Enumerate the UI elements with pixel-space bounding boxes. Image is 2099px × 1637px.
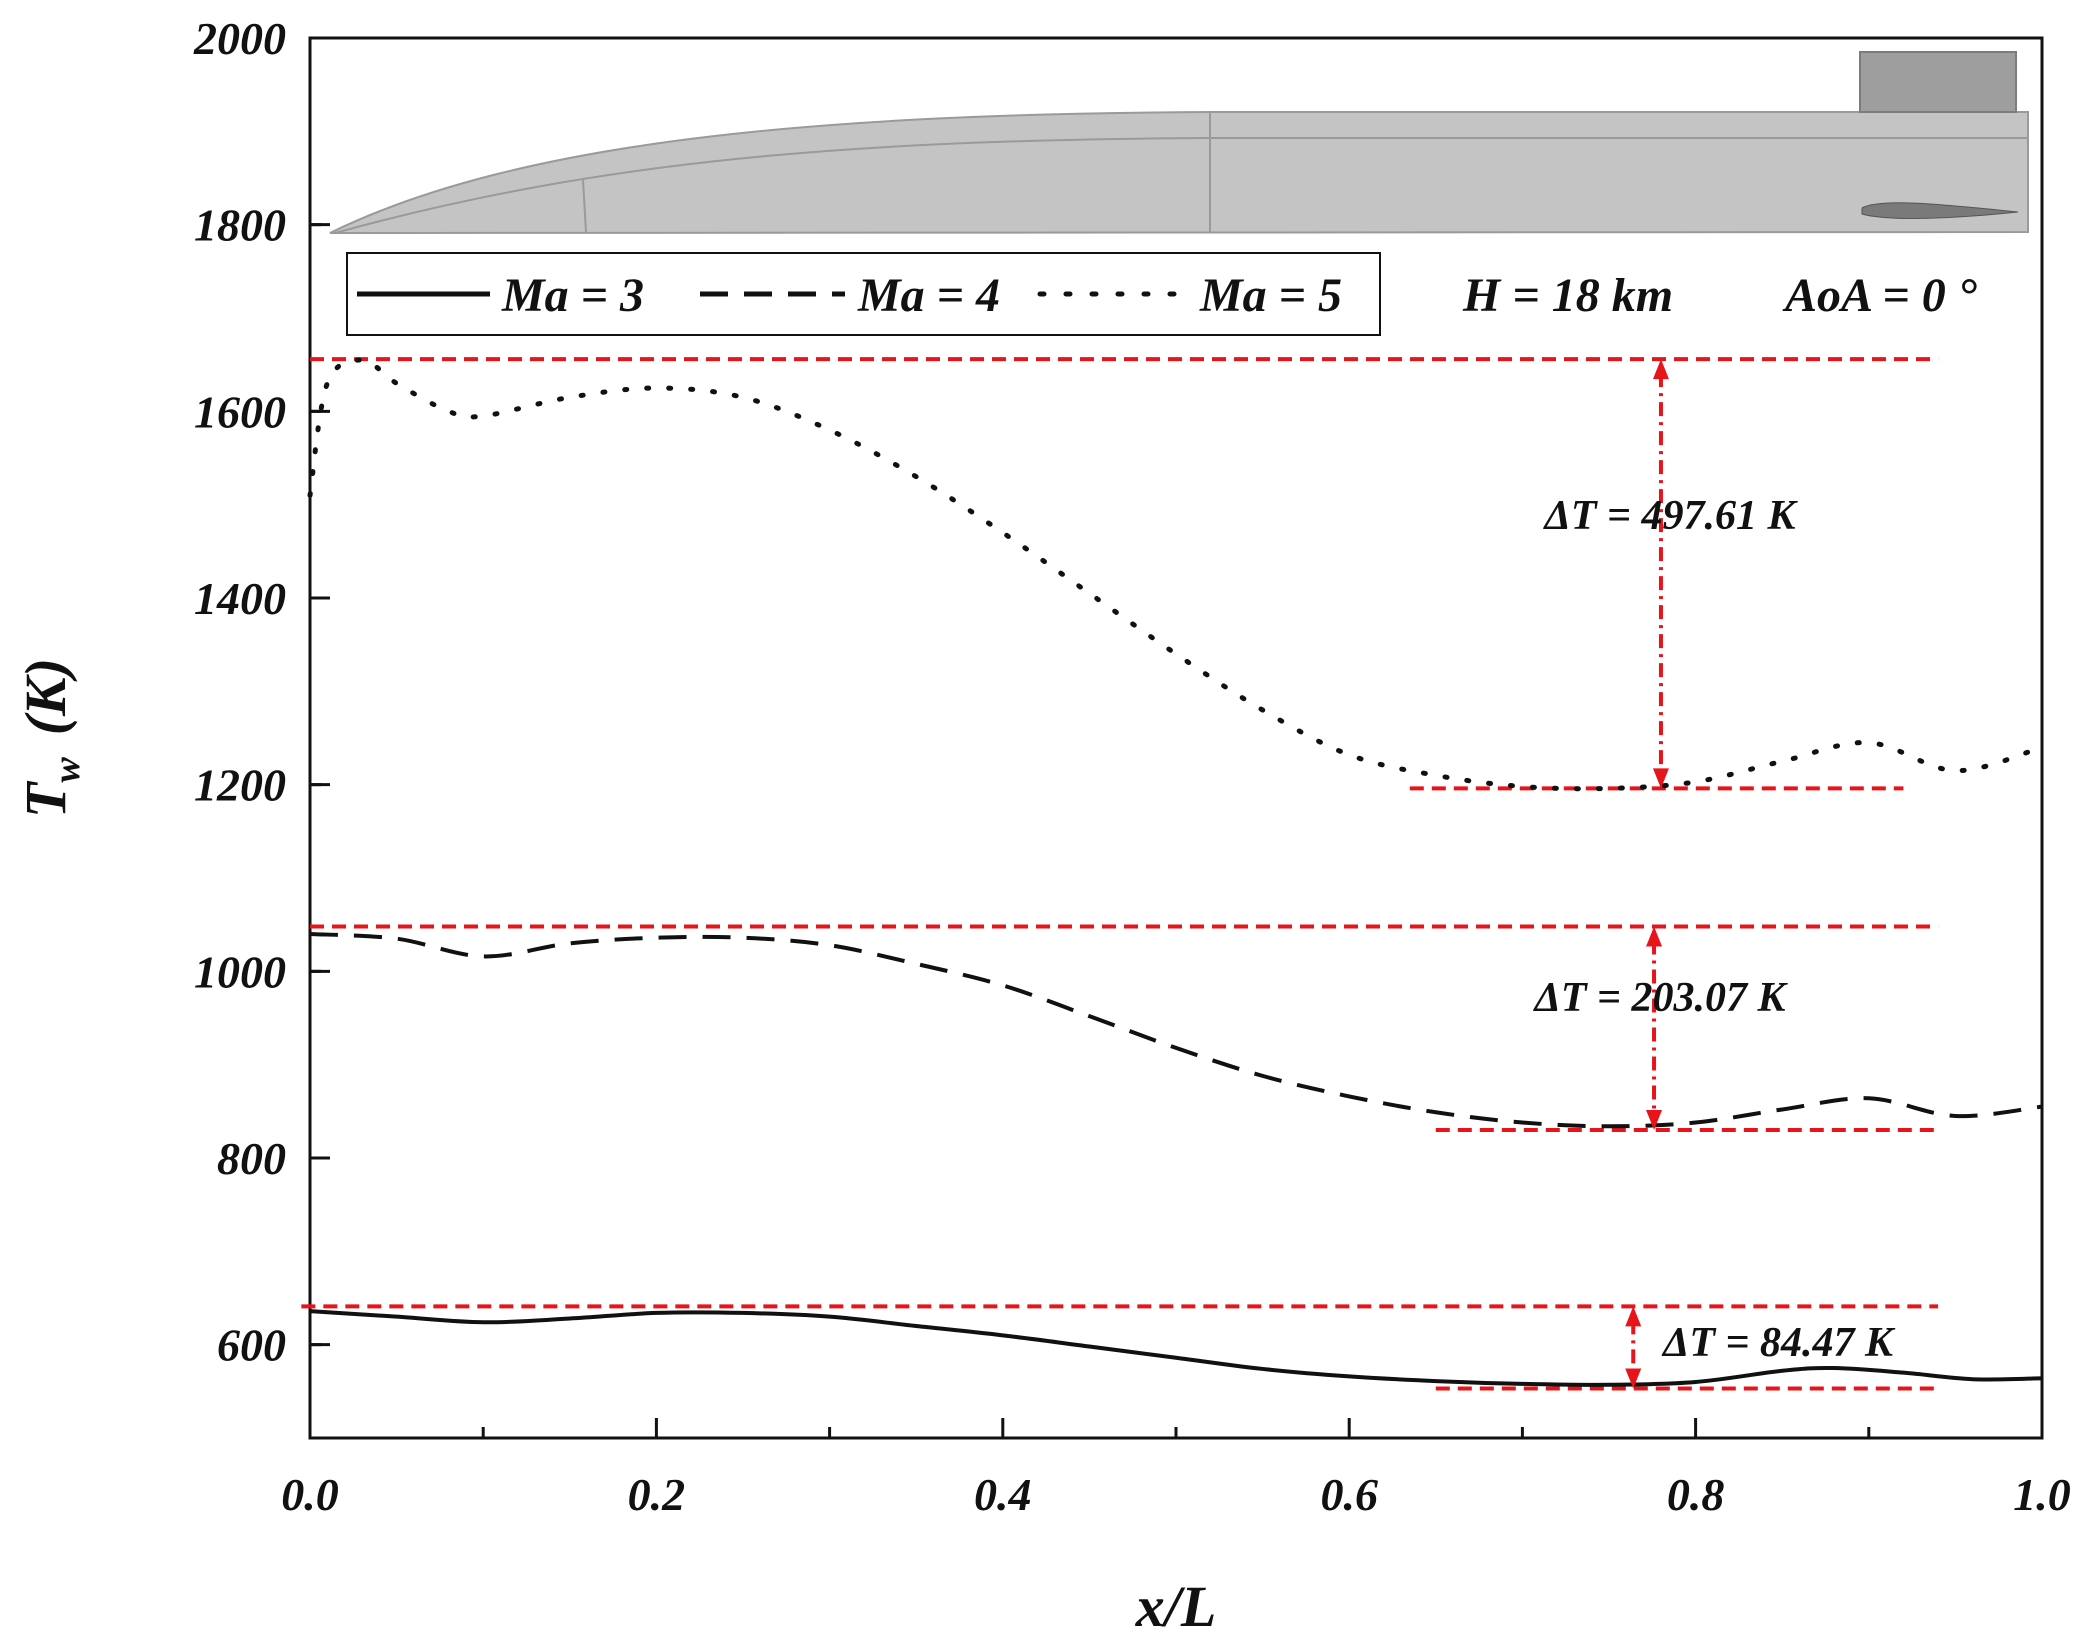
- delta-arrow-head-up: [1625, 1306, 1642, 1327]
- y-tick-label: 1800: [194, 200, 286, 251]
- series-line-ma5: [307, 357, 2045, 792]
- legend-label-ma4: Ma = 4: [857, 269, 1000, 322]
- series-line-ma4: [309, 932, 2043, 1129]
- x-axis-title: x/L: [1135, 1574, 1217, 1637]
- vehicle-upper-edge: [334, 137, 2028, 234]
- y-axis-title-sub: w: [46, 757, 88, 783]
- svg-text:Tw(K): Tw (K): [13, 658, 88, 818]
- y-tick-label: 1000: [194, 946, 286, 997]
- legend-label-ma5: Ma = 5: [1199, 269, 1342, 322]
- x-tick-label: 1.0: [2013, 1469, 2071, 1520]
- x-tick-label: 0.6: [1320, 1469, 1378, 1520]
- delta-arrows: [1625, 359, 1669, 1389]
- aoa-label: AoA = 0 °: [1782, 269, 1977, 322]
- y-tick-label: 1600: [194, 386, 286, 437]
- y-axis-title: Tw (K): [13, 658, 88, 818]
- delta-arrow-head-up: [1646, 926, 1663, 947]
- series-line-ma3: [309, 1309, 2043, 1387]
- y-axis-title-unit: (K): [13, 658, 78, 735]
- vehicle-fuselage: [329, 111, 2029, 234]
- y-tick-label: 1200: [194, 760, 286, 811]
- vehicle-tail-fin: [1859, 51, 2017, 113]
- y-tick-label: 800: [217, 1133, 286, 1184]
- delta-arrow-head-down: [1625, 1368, 1642, 1389]
- altitude-label: H = 18 km: [1462, 269, 1673, 322]
- y-axis-title-main: T: [13, 780, 78, 818]
- annotation-label-ma5: ΔT = 497.61 K: [1543, 493, 1799, 539]
- x-tick-label: 0.2: [628, 1469, 686, 1520]
- y-tick-label: 600: [217, 1320, 286, 1371]
- legend-box: [346, 252, 1381, 336]
- x-tick-label: 0.4: [974, 1469, 1032, 1520]
- annotation-label-ma3: ΔT = 84.47 K: [1661, 1320, 1896, 1366]
- series-lines: [307, 357, 2045, 1387]
- axis-ticks: [308, 36, 2044, 1438]
- delta-arrow-head-down: [1652, 768, 1669, 789]
- x-tick-label: 0.0: [281, 1469, 339, 1520]
- vehicle-panel-line: [582, 179, 587, 233]
- axis-tick-labels: 0.0 0.2 0.4 0.6 0.8 1.0 600 800 1000 1200 1400 1600…: [193, 13, 2071, 1520]
- x-tick-label: 0.8: [1667, 1469, 1725, 1520]
- y-tick-label: 1400: [194, 573, 286, 624]
- vehicle-illustration: [329, 51, 2029, 234]
- legend-label-ma3: Ma = 3: [501, 269, 644, 322]
- delta-arrow-head-down: [1646, 1110, 1663, 1130]
- legend: Ma = 3 Ma = 4 Ma = 5: [346, 252, 1381, 336]
- delta-arrow-head-up: [1652, 359, 1669, 380]
- annotation-label-ma4: ΔT = 203.07 K: [1533, 975, 1789, 1021]
- reference-lines: [301, 357, 1939, 1391]
- y-tick-label: 2000: [193, 13, 286, 64]
- vehicle-intake: [1861, 202, 2019, 219]
